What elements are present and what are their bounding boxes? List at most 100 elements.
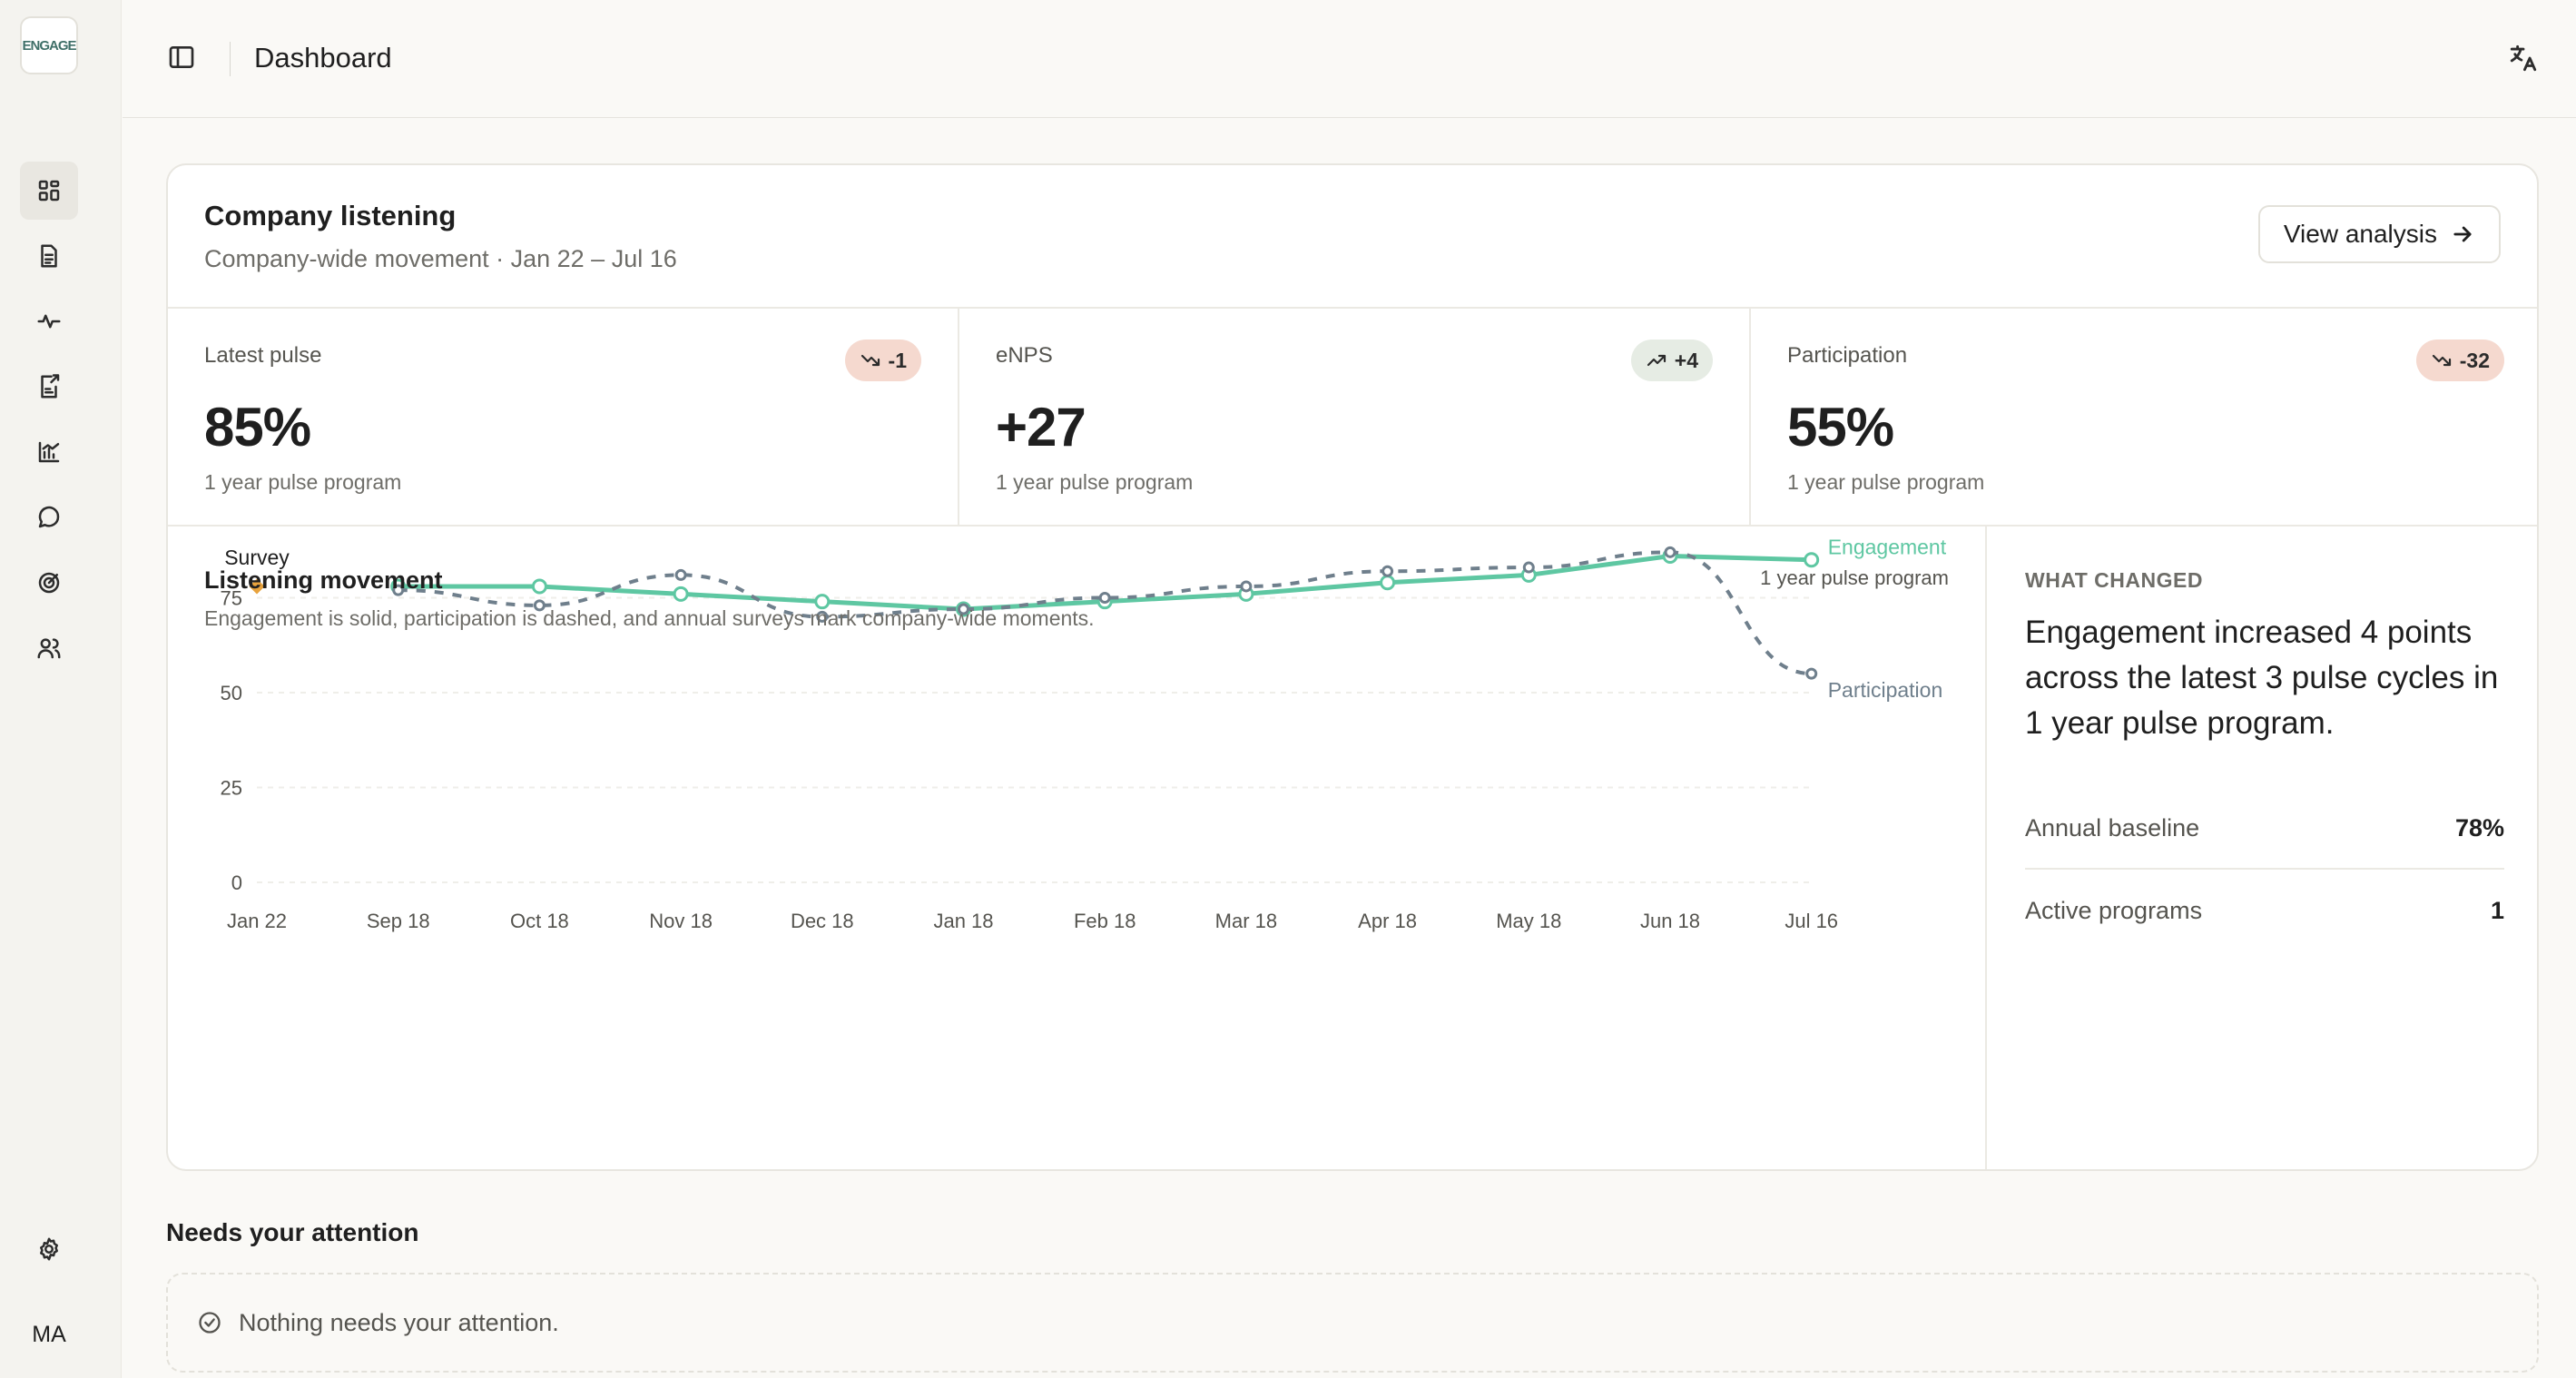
view-analysis-label: View analysis <box>2283 220 2437 248</box>
x-tick-label: Jun 18 <box>1640 910 1700 932</box>
sidebar-item-surveys[interactable] <box>20 358 78 416</box>
x-tick-label: Sep 18 <box>367 910 430 932</box>
kpi-value: +27 <box>996 397 1086 458</box>
sidebar: ENGAGE MA <box>0 0 122 1378</box>
x-tick-label: Dec 18 <box>791 910 854 932</box>
sidebar-item-messages[interactable] <box>20 488 78 546</box>
dashboard-icon <box>38 180 60 202</box>
kpi-label: Latest pulse <box>204 343 322 368</box>
user-avatar[interactable]: MA <box>20 1307 78 1362</box>
card-title: Company listening <box>204 200 457 231</box>
x-tick-label: Jan 22 <box>227 910 287 932</box>
x-tick-label: Mar 18 <box>1215 910 1277 932</box>
what-changed-label: WHAT CHANGED <box>2025 568 2203 592</box>
language-button[interactable] <box>2505 40 2542 76</box>
sidebar-item-pulse[interactable] <box>20 292 78 350</box>
chart-title: Listening movement <box>204 566 443 594</box>
engagement-point <box>814 594 831 610</box>
what-changed-text: Engagement increased 4 points across the… <box>2025 615 2499 741</box>
participation-series-label: Participation <box>1828 678 1943 702</box>
badge-value: -32 <box>2459 348 2490 372</box>
x-tick-label: Jan 18 <box>933 910 993 932</box>
sidebar-item-settings[interactable] <box>20 1220 78 1278</box>
y-tick-label: 50 <box>221 682 242 704</box>
participation-point <box>674 568 687 581</box>
x-tick-label: Feb 18 <box>1074 910 1136 932</box>
x-tick-label: Jul 16 <box>1785 910 1838 932</box>
badge-value: +4 <box>1674 348 1698 372</box>
kpi-note: 1 year pulse program <box>1787 470 1985 494</box>
engagement-point <box>673 586 689 602</box>
attention-message: Nothing needs your attention. <box>239 1308 559 1336</box>
survey-export-icon <box>41 374 60 399</box>
what-changed-panel: WHAT CHANGED Engagement increased 4 poin… <box>1989 527 2537 1169</box>
chart-description: Engagement is solid, participation is da… <box>204 606 1095 630</box>
sidebar-item-documents[interactable] <box>20 227 78 285</box>
view-analysis-button[interactable]: View analysis <box>2257 205 2501 263</box>
gear-icon <box>40 1237 58 1261</box>
stat-annual-baseline: Annual baseline 78% <box>2025 788 2504 870</box>
x-tick-label: Oct 18 <box>510 910 569 932</box>
engagement-series-label: Engagement <box>1828 536 1947 559</box>
app-logo[interactable]: ENGAGE <box>20 16 78 74</box>
kpi-label: eNPS <box>996 343 1053 368</box>
stat-value: 78% <box>2454 813 2504 842</box>
engagement-point <box>1380 575 1396 591</box>
y-tick-label: 0 <box>231 871 242 894</box>
check-circle-icon <box>199 1312 221 1334</box>
sidebar-item-dashboard[interactable] <box>20 162 78 220</box>
chart-program-tag: 1 year pulse program <box>1760 566 1949 589</box>
sidebar-item-goals[interactable] <box>20 554 78 612</box>
arrow-right-icon <box>2453 226 2472 242</box>
stat-name: Annual baseline <box>2025 813 2200 842</box>
sidebar-toggle-button[interactable] <box>166 42 197 73</box>
stat-name: Active programs <box>2025 896 2203 924</box>
sidebar-item-analytics[interactable] <box>20 423 78 481</box>
kpi-participation: Participation -32 55% 1 year pulse progr… <box>1751 309 2537 525</box>
trend-down-icon <box>2432 354 2451 367</box>
participation-point <box>1098 592 1111 604</box>
analytics-icon <box>38 441 60 463</box>
y-tick-label: 25 <box>221 777 242 800</box>
engagement-point <box>1804 552 1820 568</box>
pulse-icon <box>37 314 61 329</box>
stat-active-programs: Active programs 1 <box>2025 870 2504 951</box>
company-listening-card: Company listening Company-wide movement … <box>166 163 2539 1171</box>
trend-badge: +4 <box>1630 340 1713 381</box>
kpi-latest-pulse: Latest pulse -1 85% 1 year pulse program <box>168 309 959 525</box>
panel-left-icon <box>169 46 194 68</box>
header-divider <box>230 42 231 76</box>
kpi-value: 55% <box>1787 397 1894 458</box>
top-bar: Dashboard <box>123 0 2576 118</box>
sidebar-item-people[interactable] <box>20 619 78 677</box>
participation-point <box>1805 667 1818 680</box>
chat-icon <box>38 506 60 528</box>
kpi-note: 1 year pulse program <box>996 470 1194 494</box>
participation-point <box>1664 546 1676 558</box>
user-initials: MA <box>32 1321 66 1347</box>
people-icon <box>37 638 61 659</box>
stat-value: 1 <box>2490 896 2504 924</box>
x-tick-label: Nov 18 <box>649 910 713 932</box>
trend-badge: -1 <box>844 340 921 381</box>
card-subtitle: Company-wide movement · Jan 22 – Jul 16 <box>204 245 677 272</box>
attention-title: Needs your attention <box>166 1218 419 1246</box>
document-icon <box>41 244 57 268</box>
trend-badge: -32 <box>2415 340 2504 381</box>
survey-marker-label: Survey <box>224 546 290 569</box>
kpi-value: 85% <box>204 397 311 458</box>
attention-empty-state: Nothing needs your attention. <box>166 1273 2539 1373</box>
participation-point <box>958 603 969 615</box>
engagement-point <box>531 578 547 595</box>
participation-point <box>1522 561 1535 574</box>
x-tick-label: May 18 <box>1496 910 1561 932</box>
page-title: Dashboard <box>254 42 392 74</box>
kpi-label: Participation <box>1787 343 1908 368</box>
kpi-enps: eNPS +4 +27 1 year pulse program <box>959 309 1751 525</box>
participation-series-line <box>398 550 1812 676</box>
participation-point <box>533 599 546 612</box>
app-logo-text: ENGAGE <box>22 37 76 54</box>
translate-icon <box>2510 44 2537 72</box>
